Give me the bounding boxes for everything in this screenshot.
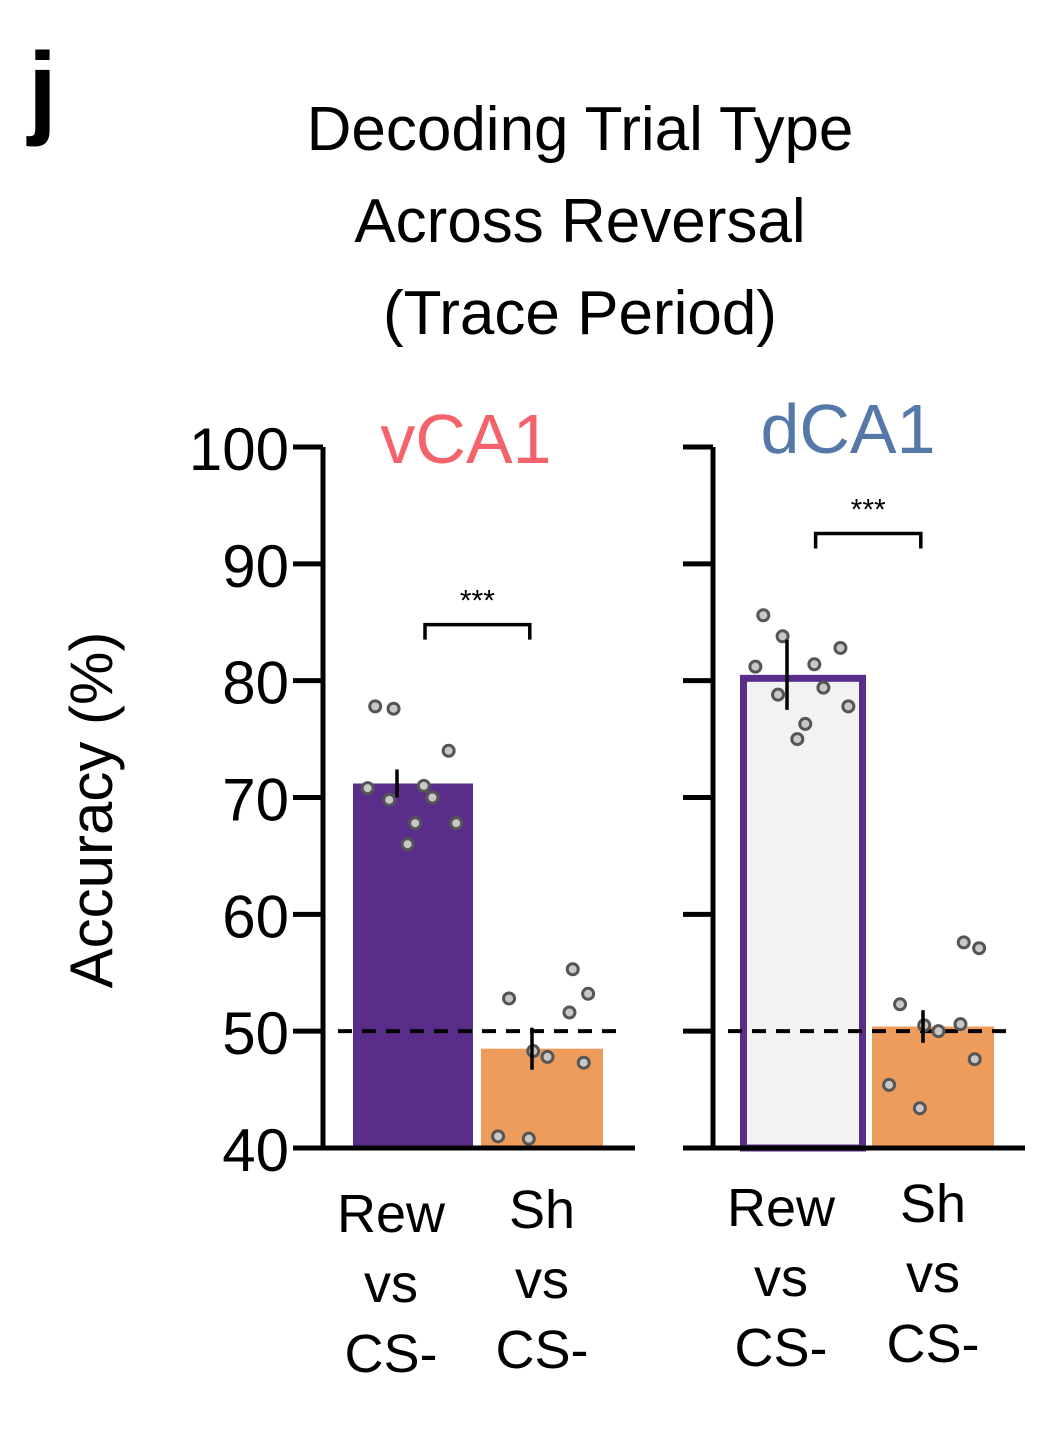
bar [353,783,473,1148]
significance-bracket [423,622,532,640]
data-point [360,781,375,796]
data-point [931,1024,946,1039]
data-point [449,816,464,831]
data-point [967,1052,982,1067]
data-point [841,699,856,714]
data-point [386,701,401,716]
data-point [771,687,786,702]
y-tick-label: 60 [222,883,289,950]
x-category-label: Rew [337,1184,446,1244]
data-point [756,608,771,623]
chart-title-line: Decoding Trial Type [306,95,854,164]
data-point [368,699,383,714]
data-point [576,1055,591,1070]
panel-dca1: *** dCA1 Rew vs CS- Sh vs CS- [683,390,1025,1378]
y-tick-label: 50 [222,1000,289,1067]
data-point [491,1129,506,1144]
x-category-label: Rew [727,1178,836,1238]
x-category-label: vs [906,1244,960,1304]
panel-name: vCA1 [380,400,551,478]
data-point [441,743,456,758]
y-tick-label: 90 [222,533,289,600]
significance-bracket [813,531,923,549]
chart-title-line: Across Reversal [354,187,806,256]
data-point [956,935,971,950]
data-point [425,790,440,805]
data-point [562,1005,577,1020]
chart-title: Decoding Trial Type Across Reversal (Tra… [230,84,930,360]
data-point [775,629,790,644]
data-point [416,778,431,793]
data-point [953,1017,968,1032]
panel-name: dCA1 [760,390,935,468]
data-point [581,986,596,1001]
data-point [382,792,397,807]
x-category-label: CS- [496,1320,589,1380]
data-point [502,991,517,1006]
x-category-label: vs [364,1254,418,1314]
chart-title-line: (Trace Period) [383,279,777,348]
data-point [798,716,813,731]
data-point [816,680,831,695]
data-point [912,1101,927,1116]
x-category-label: vs [515,1250,569,1310]
data-point [408,816,423,831]
x-category-label: Sh [900,1174,966,1234]
data-point [790,732,805,747]
bar [740,674,866,1152]
x-category-label: CS- [887,1314,980,1374]
data-point [972,941,987,956]
data-point [893,997,908,1012]
x-category-label: Sh [509,1180,575,1240]
data-point [400,837,415,852]
data-point [833,640,848,655]
data-point [807,657,822,672]
data-point [882,1077,897,1092]
data-point [748,659,763,674]
x-category-label: CS- [735,1318,828,1378]
x-category-label: CS- [345,1324,438,1384]
y-tick-label: 80 [222,650,289,717]
data-point [521,1131,536,1146]
data-point [565,962,580,977]
y-tick-label: 70 [222,767,289,834]
data-point [540,1049,555,1064]
x-category-label: vs [754,1248,808,1308]
panel-letter: j [28,32,57,148]
y-tick-label: 40 [222,1117,289,1184]
y-tick-label: 100 [189,416,289,483]
y-axis-label: Accuracy (%) [58,632,125,989]
panel-vca1: *** 40 50 60 70 80 90 100 vCA1 Rew vs CS- Sh vs CS- [189,400,635,1384]
significance-label: *** [851,493,886,526]
significance-label: *** [460,585,495,618]
